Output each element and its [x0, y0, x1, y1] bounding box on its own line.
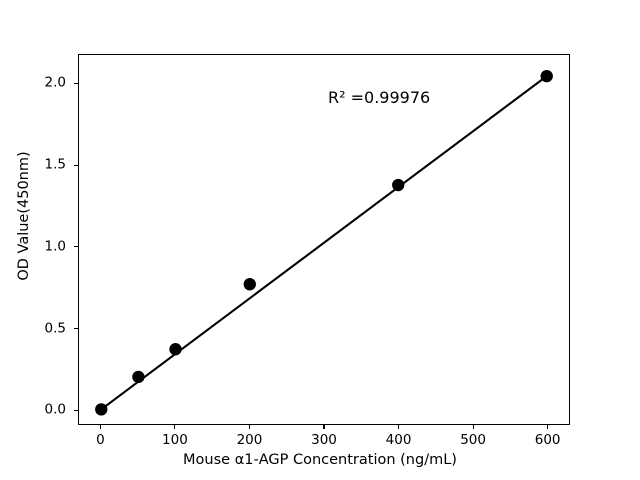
x-tick-mark — [99, 425, 101, 429]
y-tick-mark — [74, 82, 78, 84]
x-tick-mark — [174, 425, 176, 429]
x-tick-mark — [248, 425, 250, 429]
y-axis-title: OD Value(450nm) — [16, 151, 32, 281]
fit-line-group — [100, 75, 548, 411]
x-tick-label: 400 — [385, 432, 412, 448]
y-tick-label: 1.0 — [44, 238, 66, 255]
plot-area — [78, 54, 570, 425]
data-point — [132, 370, 145, 384]
plot-svg — [95, 69, 553, 416]
x-tick-label: 300 — [311, 432, 337, 448]
y-tick-mark — [74, 164, 78, 166]
r-squared-annotation: R² =0.99976 — [328, 88, 431, 107]
data-point — [95, 403, 108, 416]
x-tick-mark — [397, 425, 400, 429]
data-point — [169, 343, 182, 356]
x-tick-label: 500 — [460, 432, 486, 448]
data-point — [392, 178, 405, 192]
y-tick-label: 0.5 — [44, 319, 66, 336]
y-tick-label: 0.0 — [44, 401, 66, 418]
data-point — [243, 278, 256, 291]
data-markers — [95, 69, 553, 416]
y-tick-mark — [74, 328, 78, 330]
regression-line — [100, 75, 548, 411]
x-tick-mark — [472, 425, 474, 429]
data-point — [540, 69, 553, 83]
x-tick-label: 0 — [96, 432, 105, 448]
y-tick-mark — [74, 409, 78, 411]
x-tick-label: 100 — [162, 432, 188, 448]
x-tick-label: 200 — [236, 432, 263, 448]
x-axis-title: Mouse α1-AGP Concentration (ng/mL) — [183, 452, 457, 468]
y-tick-label: 1.5 — [44, 156, 66, 173]
x-tick-label: 600 — [534, 432, 561, 448]
y-tick-mark — [74, 246, 78, 248]
x-tick-mark — [323, 425, 325, 429]
x-tick-mark — [547, 425, 549, 429]
y-tick-label: 2.0 — [44, 74, 66, 91]
